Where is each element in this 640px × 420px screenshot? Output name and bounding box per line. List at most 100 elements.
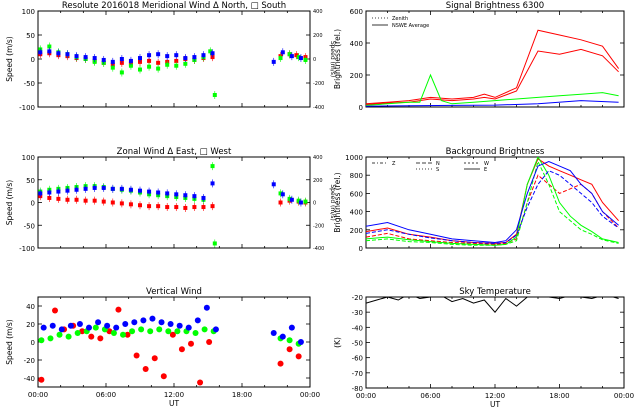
data-point: [174, 328, 181, 335]
data-point: [286, 337, 293, 344]
data-point: [140, 317, 147, 324]
y-tick-label: -30: [352, 309, 363, 317]
y-axis-label: Speed (m/s): [5, 319, 14, 365]
data-point: [79, 328, 86, 335]
plot-area: [366, 29, 620, 107]
data-point: [86, 324, 92, 331]
y-tick-label: 100: [22, 8, 35, 16]
data-point: [110, 330, 117, 336]
y-tick-label-right: -200: [313, 81, 324, 87]
chart-panel-6: Sky Temperature -80 -70 -60 -50 -40 -30 -20 (K) 0…: [333, 287, 634, 409]
data-point: [192, 330, 199, 336]
data-point: [206, 339, 213, 345]
data-point: [165, 328, 172, 335]
x-axis-label: UT: [490, 400, 500, 409]
y-tick-label: 0: [31, 339, 35, 347]
data-point: [97, 335, 104, 342]
data-point: [147, 328, 154, 335]
chart-title: Sky Temperature: [459, 287, 531, 297]
plot-frame: [37, 296, 311, 388]
legend-label: S: [436, 167, 439, 173]
data-point: [201, 326, 208, 333]
series-line: [366, 297, 619, 313]
y-axis-label-right: Speed (m/s): [329, 184, 336, 220]
chart-title: Resolute 2016018 Meridional Wind Δ North…: [62, 1, 286, 11]
plot-frame: [365, 156, 625, 249]
x-tick-label: 06:00: [96, 391, 116, 399]
data-point: [138, 326, 145, 333]
plot-area: [38, 304, 304, 386]
legend-label: Z: [392, 161, 396, 167]
y-tick-label-right: 400: [313, 155, 323, 161]
data-point: [38, 376, 45, 383]
y-tick-label: 0: [31, 200, 35, 208]
x-tick-label: 12:00: [164, 391, 184, 399]
y-tick-label-right: 400: [313, 9, 323, 15]
data-point: [49, 322, 56, 329]
data-point: [203, 304, 210, 311]
chart-title: Background Brightness: [446, 147, 545, 157]
series-line: [366, 48, 619, 106]
data-point: [149, 315, 156, 322]
y-tick-label: 400: [350, 209, 363, 217]
y-tick-label-right: -400: [313, 246, 324, 252]
y-tick-label: 600: [350, 8, 363, 16]
data-point: [188, 340, 194, 347]
plot-area: [366, 297, 619, 313]
y-tick-label-right: 200: [313, 178, 323, 184]
y-axis-label-right: Speed (m/s): [329, 41, 336, 77]
plot-frame: [37, 10, 311, 108]
chart-title: Vertical Wind: [146, 287, 202, 297]
data-point: [212, 326, 219, 333]
y-tick-label: -80: [352, 385, 363, 393]
y-tick-label: 0: [359, 104, 363, 112]
data-point: [40, 324, 47, 331]
series-line: [366, 73, 619, 106]
data-point: [47, 335, 54, 342]
y-tick-label: 50: [26, 177, 35, 185]
legend-label: E: [484, 167, 487, 173]
series-line: [366, 157, 619, 246]
x-tick-label: 12:00: [485, 392, 505, 400]
data-point: [160, 373, 167, 380]
series-line: [366, 174, 619, 245]
data-point: [58, 326, 65, 333]
data-point: [185, 324, 192, 331]
data-point: [167, 321, 174, 327]
data-point: [67, 322, 74, 329]
data-point: [194, 317, 201, 324]
chart-panel-4: Background Brightness 0 200 400 600 800 1000 Br…: [333, 147, 625, 253]
series-line: [366, 161, 619, 244]
data-point: [76, 321, 83, 327]
x-tick-label: 00:00: [614, 392, 634, 400]
y-tick-label-right: 200: [313, 33, 323, 39]
data-point: [88, 333, 95, 340]
data-point: [197, 379, 204, 386]
y-tick-label: -20: [24, 357, 35, 365]
y-axis-label: Brightness (rel.): [333, 29, 342, 89]
data-point: [74, 330, 81, 336]
y-tick-label: 40: [26, 303, 35, 311]
y-tick-label: -60: [352, 355, 363, 363]
data-point: [158, 319, 165, 326]
chart-title: Signal Brightness 6300: [446, 1, 544, 11]
data-point: [176, 322, 183, 329]
x-tick-label: 18:00: [549, 392, 569, 400]
y-tick-label-right: 0: [313, 201, 316, 207]
series-line: [366, 100, 619, 107]
data-point: [279, 333, 286, 340]
data-point: [124, 331, 131, 338]
plot-frame: [37, 156, 311, 249]
chart-title: Zonal Wind Δ East, □ West: [117, 147, 232, 157]
data-point: [131, 319, 138, 326]
x-tick-label: 00:00: [300, 391, 320, 399]
y-tick-label: 0: [31, 56, 35, 64]
y-tick-label-right: -200: [313, 223, 324, 229]
data-point: [270, 330, 277, 336]
data-point: [65, 333, 72, 340]
x-tick-label: 00:00: [356, 392, 376, 400]
chart-panel-3: Zonal Wind Δ East, □ West -100 -50 0 50 100 -4…: [5, 147, 336, 253]
data-point: [56, 331, 63, 338]
x-tick-label: 00:00: [28, 391, 48, 399]
